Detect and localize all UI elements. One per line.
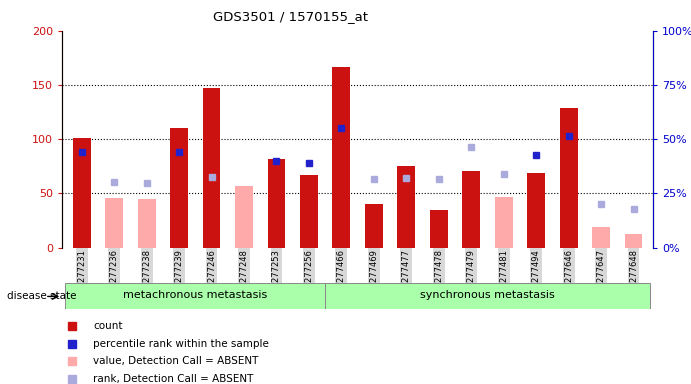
Bar bbox=[73, 138, 91, 248]
Bar bbox=[527, 173, 545, 248]
Bar bbox=[105, 198, 123, 248]
Bar bbox=[462, 170, 480, 248]
Bar bbox=[202, 88, 220, 248]
Text: percentile rank within the sample: percentile rank within the sample bbox=[93, 339, 269, 349]
Bar bbox=[430, 210, 448, 248]
Bar bbox=[66, 283, 325, 309]
Bar bbox=[332, 66, 350, 248]
Bar bbox=[138, 199, 155, 248]
Bar bbox=[365, 204, 383, 248]
Bar bbox=[267, 159, 285, 248]
Bar bbox=[495, 197, 513, 248]
Bar bbox=[325, 283, 650, 309]
Text: metachronous metastasis: metachronous metastasis bbox=[123, 290, 267, 300]
Bar bbox=[397, 166, 415, 248]
Bar bbox=[300, 175, 318, 248]
Bar bbox=[592, 227, 610, 248]
Text: value, Detection Call = ABSENT: value, Detection Call = ABSENT bbox=[93, 356, 258, 366]
Bar bbox=[560, 108, 578, 248]
Text: count: count bbox=[93, 321, 123, 331]
Text: GDS3501 / 1570155_at: GDS3501 / 1570155_at bbox=[213, 10, 368, 23]
Bar bbox=[625, 233, 643, 248]
Bar bbox=[235, 186, 253, 248]
Text: disease state: disease state bbox=[7, 291, 77, 301]
Text: synchronous metastasis: synchronous metastasis bbox=[420, 290, 555, 300]
Text: rank, Detection Call = ABSENT: rank, Detection Call = ABSENT bbox=[93, 374, 254, 384]
Bar bbox=[170, 128, 188, 248]
